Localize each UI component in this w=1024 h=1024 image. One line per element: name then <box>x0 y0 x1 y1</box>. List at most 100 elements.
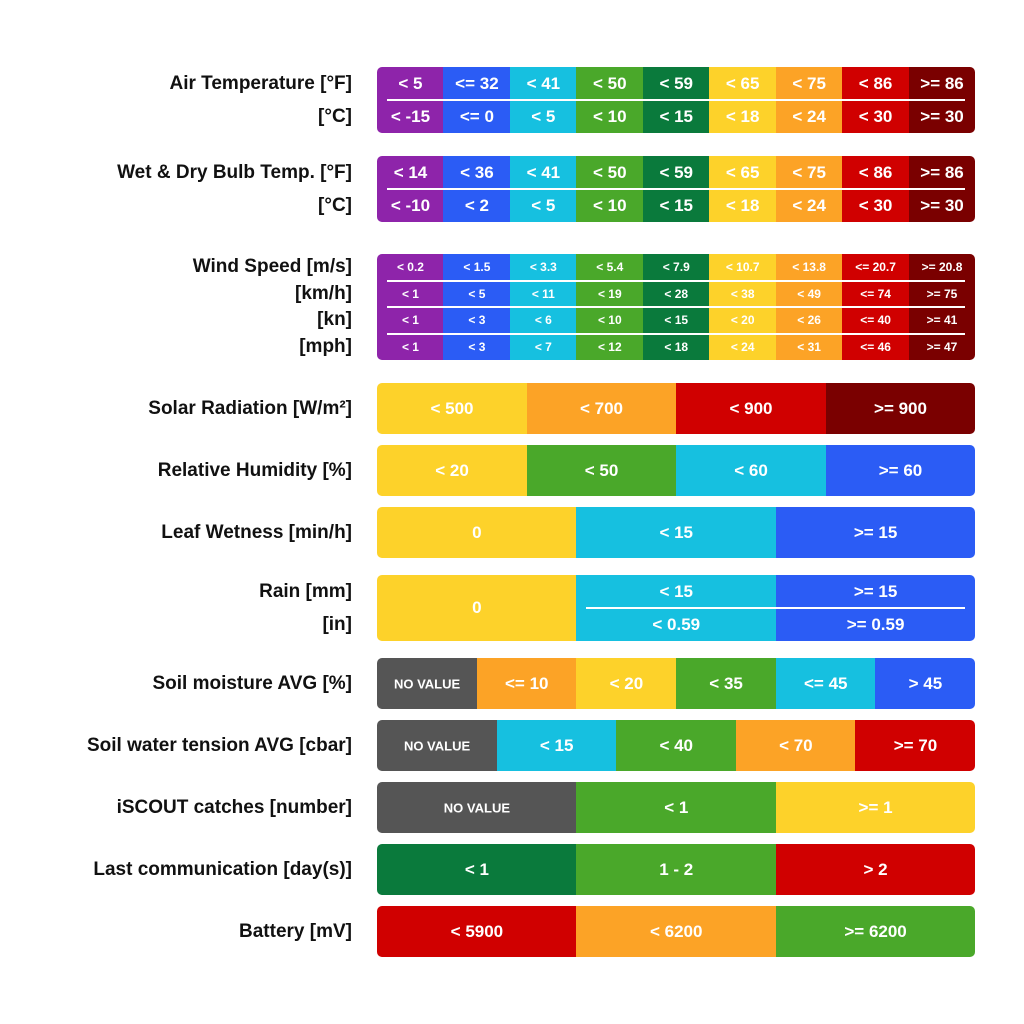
segment: <= 10 <box>476 658 577 709</box>
segment-label: >= 1 <box>858 797 893 817</box>
segment-label: >= 86 <box>920 73 964 93</box>
segment-label: < 10 <box>593 106 627 126</box>
segment: 0 <box>377 507 577 558</box>
segment: < 900 <box>676 383 826 434</box>
segment-label: < 24 <box>730 339 755 354</box>
separator <box>387 306 965 308</box>
segment-label: < 15 <box>659 581 694 601</box>
row-label: [°C] <box>318 105 352 127</box>
row-label: [°C] <box>318 194 352 216</box>
segment-label: 1 - 2 <box>659 859 694 879</box>
segment: >= 1 <box>775 782 975 833</box>
segment: >= 70 <box>855 720 975 771</box>
segment-label: < 41 <box>526 162 561 182</box>
segment: < 60 <box>676 445 826 496</box>
segment: < 5900 <box>377 906 577 957</box>
segment-label: < 50 <box>593 162 627 182</box>
segment-label: < 75 <box>792 73 826 93</box>
segment-label: > 45 <box>908 673 943 693</box>
row-label: Relative Humidity [%] <box>157 459 352 481</box>
segment-label: >= 20.8 <box>921 260 963 275</box>
segment: < 20 <box>377 445 527 496</box>
row-label: Soil water tension AVG [cbar] <box>87 734 352 756</box>
segment: < 1 <box>377 844 577 895</box>
segment-label: < 3 <box>468 313 486 328</box>
segment: >= 900 <box>825 383 975 434</box>
separator <box>387 332 965 335</box>
color-bar: NO VALUE < 15 < 40 < 70 >= 70 <box>377 720 975 771</box>
segment: < 15 <box>576 507 777 558</box>
segment-label: < 70 <box>779 735 813 755</box>
segment-label: < 15 <box>539 735 574 755</box>
row-label: Leaf Wetness [min/h] <box>161 521 352 543</box>
segment: < 50 <box>526 445 677 496</box>
segment-label: < 5 <box>468 286 486 301</box>
segment-label: >= 6200 <box>844 921 907 941</box>
segment: > 45 <box>875 658 975 709</box>
segment-label: >= 900 <box>874 398 927 418</box>
segment-label: <= 32 <box>455 73 499 93</box>
segment-label: NO VALUE <box>443 800 511 815</box>
segment-label: < 0.59 <box>652 614 701 634</box>
segment-label: < 31 <box>797 339 821 354</box>
segment-label: < 18 <box>664 339 689 354</box>
segment-label: NO VALUE <box>403 738 471 753</box>
segment: 1 - 2 <box>576 844 777 895</box>
segment: < 15 <box>496 720 617 771</box>
segment-label: >= 30 <box>920 106 964 126</box>
color-bar: < 500 < 700 < 900 >= 900 <box>377 383 975 434</box>
segment-label: < 65 <box>725 162 760 182</box>
segment-label: < 65 <box>725 73 760 93</box>
segment-label: >= 0.59 <box>846 614 905 634</box>
segment-label: < 5900 <box>450 921 504 941</box>
segment-label: >= 15 <box>853 581 898 601</box>
segment: NO VALUE <box>377 658 478 709</box>
segment-label: < 15 <box>659 106 694 126</box>
color-bar: 0 < 15 >= 15 <box>377 507 975 558</box>
segment-label: < 10.7 <box>725 260 760 275</box>
segment-label: < 20 <box>435 460 469 480</box>
segment-label: < 75 <box>792 162 826 182</box>
color-bar: < 1 1 - 2 > 2 <box>377 844 975 895</box>
segment-label: < 50 <box>584 460 619 480</box>
segment-label: < 49 <box>797 286 821 301</box>
segment-label: >= 15 <box>853 522 898 542</box>
segment: > 2 <box>775 844 975 895</box>
segment: < 500 <box>377 383 527 434</box>
row-label: Air Temperature [°F] <box>169 72 353 94</box>
segment-label: <= 40 <box>860 313 891 328</box>
color-bar: < 5900 < 6200 >= 6200 <box>377 906 975 957</box>
row-label: Rain [mm] <box>259 580 352 602</box>
row-label: [in] <box>322 613 352 635</box>
segment-label: < 38 <box>730 286 755 301</box>
segment-label: < 7 <box>534 339 552 354</box>
segment-label: < 700 <box>579 398 623 418</box>
segment-label: < 26 <box>797 313 821 328</box>
segment: < 700 <box>526 383 677 434</box>
segment: >= 6200 <box>775 906 975 957</box>
segment-label: < -15 <box>390 106 431 126</box>
segment-label: < 20 <box>609 673 644 693</box>
segment-label: 0 <box>472 598 482 617</box>
segment-label: >= 41 <box>926 313 958 328</box>
segment-label: < 1 <box>464 859 489 879</box>
segment-label: < 36 <box>460 162 494 182</box>
segment-label: < 10 <box>597 313 622 328</box>
segment-label: <= 0 <box>459 106 494 126</box>
segment-label: < 28 <box>664 286 689 301</box>
segment-label: < 1 <box>664 797 689 817</box>
row-label: iSCOUT catches [number] <box>116 796 352 818</box>
segment-label: <= 45 <box>803 673 848 693</box>
color-bar: 0 < 15 < 0.59 >= 15 >= 0.59 <box>377 575 975 641</box>
segment-label: <= 10 <box>504 673 549 693</box>
segment-label: < 2 <box>464 195 489 215</box>
segment-label: < 3.3 <box>529 260 557 275</box>
segment-label: < 19 <box>597 286 622 301</box>
segment-label: >= 30 <box>920 195 964 215</box>
segment: < 20 <box>576 658 677 709</box>
segment-label: >= 60 <box>878 460 923 480</box>
segment-label: < -10 <box>390 195 431 215</box>
segment-label: >= 75 <box>926 286 958 301</box>
segment: < 6200 <box>576 906 777 957</box>
